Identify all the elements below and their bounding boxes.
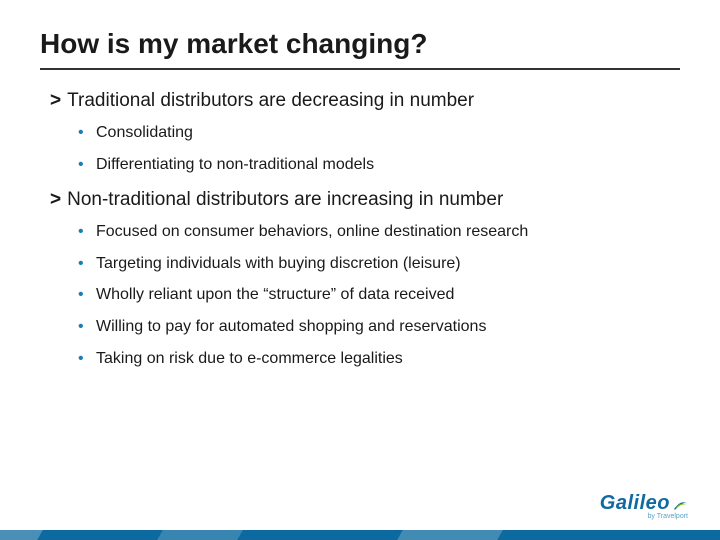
section-heading-text: Traditional distributors are decreasing … xyxy=(67,90,474,112)
globe-swoosh-icon xyxy=(672,495,690,513)
list-item: Taking on risk due to e-commerce legalit… xyxy=(78,348,680,370)
slide: How is my market changing? > Traditional… xyxy=(0,0,720,540)
list-item: Wholly reliant upon the “structure” of d… xyxy=(78,284,680,306)
bullet-list: Consolidating Differentiating to non-tra… xyxy=(50,122,680,175)
list-item: Consolidating xyxy=(78,122,680,144)
chevron-icon: > xyxy=(50,189,61,211)
section-heading-text: Non-traditional distributors are increas… xyxy=(67,189,503,211)
chevron-icon: > xyxy=(50,90,61,112)
slide-title: How is my market changing? xyxy=(40,28,680,68)
logo-subtext: by Travelport xyxy=(648,513,688,520)
footer-stripe xyxy=(0,530,720,540)
title-underline xyxy=(40,68,680,70)
section: > Non-traditional distributors are incre… xyxy=(50,189,680,369)
bullet-list: Focused on consumer behaviors, online de… xyxy=(50,221,680,369)
section-heading: > Non-traditional distributors are incre… xyxy=(50,189,680,211)
section: > Traditional distributors are decreasin… xyxy=(50,90,680,175)
list-item: Differentiating to non-traditional model… xyxy=(78,154,680,176)
slide-content: > Traditional distributors are decreasin… xyxy=(40,90,680,369)
list-item: Targeting individuals with buying discre… xyxy=(78,253,680,275)
list-item: Willing to pay for automated shopping an… xyxy=(78,316,680,338)
list-item: Focused on consumer behaviors, online de… xyxy=(78,221,680,243)
logo-text: Galileo xyxy=(600,492,670,515)
logo-row: Galileo xyxy=(600,492,690,515)
section-heading: > Traditional distributors are decreasin… xyxy=(50,90,680,112)
brand-logo: Galileo by Travelport xyxy=(600,492,690,520)
